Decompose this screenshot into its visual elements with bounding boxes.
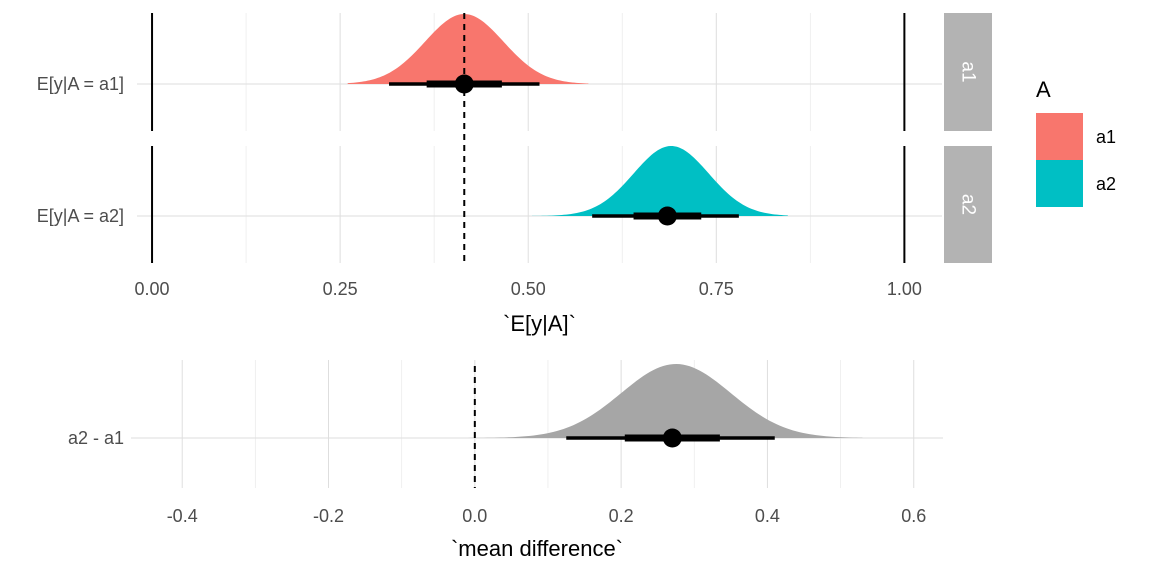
top-grid xyxy=(137,13,942,263)
strip-a2: a2 xyxy=(944,146,992,263)
strip-label: a2 xyxy=(958,194,979,215)
y-tick-label: E[y|A = a1] xyxy=(37,74,124,94)
bottom-x-tick-labels: -0.4 -0.2 0.0 0.2 0.4 0.6 xyxy=(167,506,927,526)
x-tick-label: 0.00 xyxy=(135,279,170,299)
bottom-panel xyxy=(463,364,863,448)
legend-title: A xyxy=(1036,77,1051,102)
bottom-y-tick-labels: a2 - a1 xyxy=(68,428,124,448)
x-tick-label: 0.50 xyxy=(511,279,546,299)
interval-a2-point xyxy=(657,206,677,226)
density-difference xyxy=(463,364,863,438)
legend-item-a2: a2 xyxy=(1036,160,1116,207)
strip-a1: a1 xyxy=(944,13,992,131)
y-tick-label: a2 - a1 xyxy=(68,428,124,448)
x-tick-label: 1.00 xyxy=(887,279,922,299)
legend: A a1 a2 xyxy=(1036,77,1116,207)
x-tick-label: -0.2 xyxy=(313,506,344,526)
legend-label: a2 xyxy=(1096,174,1116,194)
x-tick-label: 0.25 xyxy=(323,279,358,299)
top-y-tick-labels: E[y|A = a1] E[y|A = a2] xyxy=(37,74,124,226)
strip-label: a1 xyxy=(958,61,979,82)
legend-item-a1: a1 xyxy=(1036,113,1116,160)
density-a2 xyxy=(531,146,788,216)
interval-difference-point xyxy=(662,428,682,448)
x-tick-label: 0.0 xyxy=(462,506,487,526)
bottom-grid xyxy=(131,360,943,488)
x-tick-label: 0.6 xyxy=(901,506,926,526)
legend-key xyxy=(1036,160,1083,207)
top-x-tick-labels: 0.00 0.25 0.50 0.75 1.00 xyxy=(135,279,922,299)
strip-background xyxy=(944,13,992,131)
top-x-axis-title: `E[y|A]` xyxy=(503,311,576,336)
panel-a2 xyxy=(151,146,906,263)
legend-items: a1 a2 xyxy=(1036,113,1116,207)
top-plot: E[y|A = a1] E[y|A = a2] 0.00 0.25 0.50 0.75 1… xyxy=(37,13,942,336)
legend-key xyxy=(1036,113,1083,160)
density-a1 xyxy=(347,14,589,84)
strip-background xyxy=(944,146,992,263)
x-tick-label: 0.4 xyxy=(755,506,780,526)
facet-strips: a1 a2 xyxy=(944,13,992,263)
x-tick-label: -0.4 xyxy=(167,506,198,526)
bottom-plot: a2 - a1 -0.4 -0.2 0.0 0.2 0.4 0.6 `mean diffe… xyxy=(68,360,943,561)
y-tick-label: E[y|A = a2] xyxy=(37,206,124,226)
bottom-x-axis-title: `mean difference` xyxy=(451,536,623,561)
x-tick-label: 0.2 xyxy=(609,506,634,526)
legend-label: a1 xyxy=(1096,127,1116,147)
x-tick-label: 0.75 xyxy=(699,279,734,299)
